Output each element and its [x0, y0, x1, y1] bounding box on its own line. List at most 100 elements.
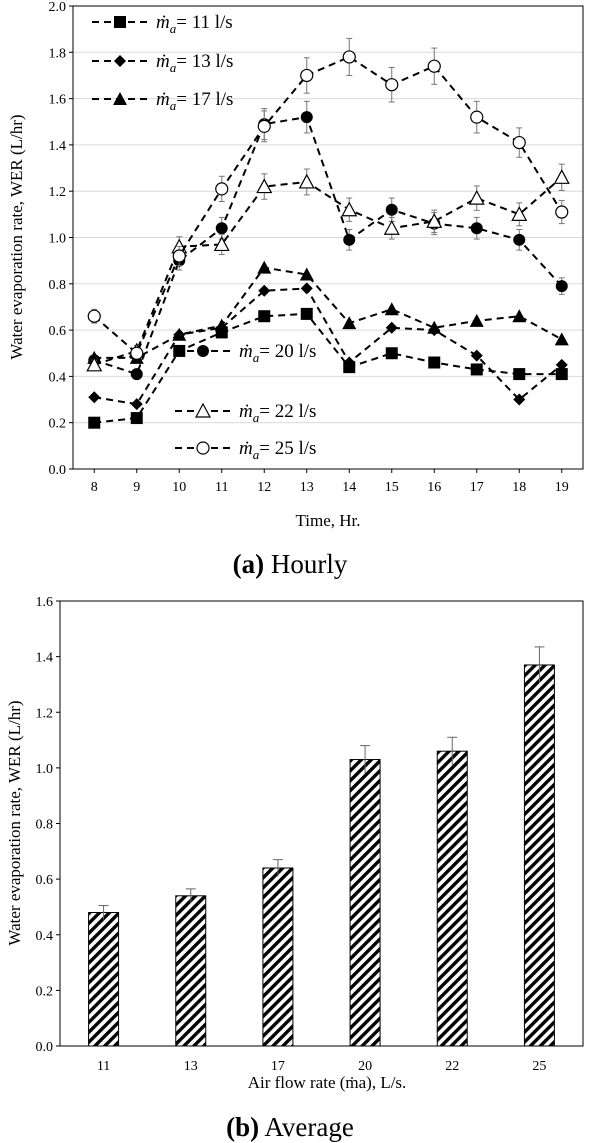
hourly-x-tick-label: 13: [300, 480, 314, 495]
average-x-tick-label: 22: [445, 1059, 459, 1074]
hourly-data-point: [88, 416, 101, 429]
hourly-legend-label: ṁa= 17 l/s: [156, 89, 233, 113]
hourly-data-point: [300, 111, 313, 124]
hourly-y-tick-label: 0.2: [49, 417, 67, 432]
average-x-tick-label: 25: [532, 1059, 546, 1074]
average-y-tick-label: 1.4: [36, 651, 54, 666]
average-y-tick-label: 1.0: [36, 762, 54, 777]
hourly-data-point: [385, 321, 398, 334]
hourly-data-point: [300, 68, 314, 83]
hourly-legend-label: ṁa= 13 l/s: [156, 51, 233, 75]
average-y-tick-label: 0.0: [36, 1040, 54, 1055]
average-y-tick-label: 0.4: [36, 929, 54, 944]
hourly-y-tick-label: 0.4: [49, 370, 67, 385]
hourly-x-tick-label: 18: [512, 480, 526, 495]
average-bar: [523, 664, 555, 1047]
hourly-legend-subscript: a: [170, 98, 177, 113]
hourly-data-point: [87, 309, 101, 323]
hourly-legend-marker: [194, 402, 212, 418]
hourly-data-point: [130, 346, 144, 360]
hourly-legend-symbol: ṁ: [239, 401, 253, 422]
hourly-x-tick-label: 16: [427, 480, 441, 495]
hourly-data-point: [384, 302, 399, 316]
hourly-legend-subscript: a: [253, 350, 260, 365]
average-bar: [436, 750, 468, 1047]
average-y-axis-title: Water evaporation rate, WER (L/hr): [5, 700, 24, 945]
hourly-x-tick-label: 19: [555, 480, 569, 495]
hourly-data-point: [555, 280, 568, 293]
hourly-data-point: [343, 356, 356, 369]
hourly-legend-value: = 11 l/s: [176, 12, 232, 33]
hourly-caption: (a) Hourly: [233, 549, 348, 579]
hourly-data-point: [513, 368, 526, 381]
hourly-legend-subscript: a: [253, 447, 260, 462]
hourly-data-point: [257, 119, 271, 133]
hourly-data-point: [213, 236, 230, 252]
hourly-data-point: [385, 203, 398, 216]
hourly-legend-marker: [197, 345, 209, 357]
hourly-y-tick-label: 1.4: [49, 139, 67, 154]
hourly-data-point: [88, 391, 101, 404]
hourly-legend-entry: ṁa= 22 l/s: [175, 401, 316, 425]
hourly-legend-subscript: a: [170, 21, 177, 36]
hourly-data-point: [215, 222, 228, 235]
hourly-data-point: [555, 358, 568, 371]
hourly-x-tick-label: 15: [385, 480, 399, 495]
hourly-data-point: [299, 267, 314, 281]
hourly-data-point: [343, 233, 356, 246]
hourly-legend-symbol: ṁ: [156, 12, 170, 33]
hourly-data-point: [426, 213, 443, 228]
hourly-legend-entry: ṁa= 17 l/s: [92, 89, 233, 113]
hourly-y-tick-label: 2.0: [49, 0, 67, 15]
average-x-axis-title: Air flow rate (ṁa), L/s.: [248, 1073, 407, 1092]
hourly-data-point: [300, 282, 313, 295]
average-x-tick-label: 20: [358, 1059, 372, 1074]
hourly-data-point: [257, 260, 272, 274]
hourly-legend-subscript: a: [170, 60, 177, 75]
hourly-y-tick-label: 0.0: [49, 463, 67, 478]
hourly-legend-symbol: ṁ: [156, 89, 170, 110]
hourly-data-point: [427, 59, 441, 73]
hourly-legend-entry: ṁa= 13 l/s: [92, 51, 233, 75]
hourly-y-tick-label: 0.6: [49, 324, 67, 339]
hourly-legend-entry: ṁa= 20 l/s: [175, 341, 316, 365]
hourly-y-tick-label: 0.8: [49, 278, 67, 293]
hourly-data-point: [470, 349, 483, 362]
hourly-data-point: [341, 201, 358, 217]
hourly-legend-label: ṁa= 22 l/s: [239, 401, 316, 425]
hourly-x-tick-label: 17: [470, 480, 484, 495]
hourly-series-line: [94, 312, 562, 424]
average-bar: [349, 759, 381, 1047]
hourly-legend-label: ṁa= 20 l/s: [239, 341, 316, 365]
average-caption-text: Average: [264, 1112, 353, 1142]
average-y-tick-label: 0.8: [36, 818, 54, 833]
average-y-tick-label: 1.2: [36, 706, 54, 721]
hourly-x-axis-title: Time, Hr.: [295, 511, 360, 530]
hourly-data-point: [470, 363, 483, 376]
hourly-series-line: [94, 266, 563, 359]
hourly-data-point: [513, 233, 526, 246]
hourly-legend-value: = 20 l/s: [259, 341, 316, 362]
hourly-data-point: [468, 189, 485, 205]
average-y-tick-label: 0.6: [36, 873, 54, 888]
hourly-legend-marker: [114, 16, 126, 28]
average-plot-frame: [59, 600, 584, 1047]
hourly-data-point: [511, 206, 528, 221]
average-x-tick-label: 11: [97, 1059, 110, 1074]
hourly-data-point: [555, 368, 568, 381]
average-x-tick-label: 13: [184, 1059, 198, 1074]
hourly-data-point: [554, 332, 569, 346]
average-y-tick-label: 1.6: [36, 595, 54, 610]
hourly-data-point: [342, 316, 357, 330]
hourly-data-point: [470, 222, 483, 235]
hourly-x-tick-label: 9: [133, 480, 140, 495]
hourly-series-line: [93, 176, 563, 366]
average-x-tick-label: 17: [271, 1059, 285, 1074]
hourly-data-point: [130, 368, 143, 381]
hourly-y-tick-label: 1.8: [49, 46, 67, 61]
hourly-legend-symbol: ṁ: [239, 438, 253, 459]
hourly-series-line: [93, 115, 563, 376]
hourly-legend-subscript: a: [253, 410, 260, 425]
hourly-caption-letter: (a): [233, 549, 264, 579]
